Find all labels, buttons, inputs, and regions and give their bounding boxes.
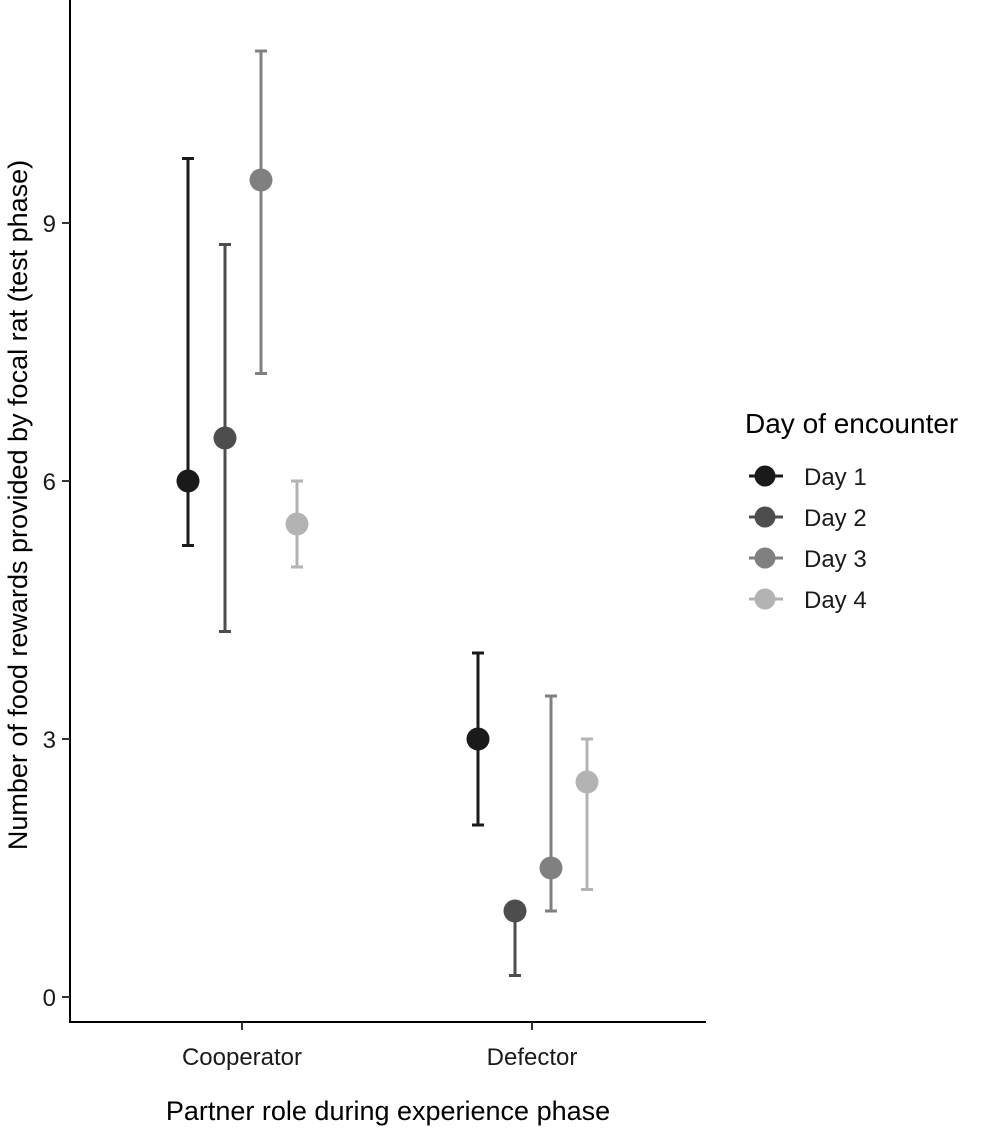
legend-key-point [754, 547, 776, 569]
data-point [285, 512, 309, 536]
y-tick-label: 6 [43, 469, 56, 496]
x-tick-label: Cooperator [182, 1044, 302, 1071]
legend-label: Day 4 [804, 587, 867, 614]
data-points [176, 168, 599, 923]
legend-key-point [754, 465, 776, 487]
legend-title: Day of encounter [745, 408, 958, 439]
legend-item: Day 1 [749, 464, 867, 491]
data-point [466, 727, 490, 751]
data-point [575, 770, 599, 794]
legend-label: Day 3 [804, 546, 867, 573]
x-ticks: Cooperator Defector [182, 1022, 577, 1071]
data-point [176, 469, 200, 493]
y-tick-label: 9 [43, 211, 56, 238]
data-point [503, 899, 527, 923]
legend-items: Day 1 Day 2 Day 3 Day 4 [749, 464, 867, 614]
y-ticks: 0 3 6 9 [43, 211, 70, 1012]
x-axis-title: Partner role during experience phase [166, 1096, 610, 1126]
error-bar [255, 49, 267, 375]
legend-key-point [754, 506, 776, 528]
y-tick-label: 3 [43, 727, 56, 754]
legend-label: Day 2 [804, 505, 867, 532]
y-tick-label: 0 [43, 985, 56, 1012]
legend: Day of encounter Day 1 Day 2 Day 3 Day 4 [745, 408, 958, 614]
x-tick-label: Defector [487, 1044, 578, 1071]
error-bar [581, 737, 593, 891]
data-point [539, 856, 563, 880]
legend-item: Day 2 [749, 505, 867, 532]
legend-item: Day 3 [749, 546, 867, 573]
y-axis-title: Number of food rewards provided by focal… [3, 160, 33, 850]
data-point [249, 168, 273, 192]
data-point [213, 426, 237, 450]
error-bars [182, 49, 593, 977]
axes [69, 0, 706, 1023]
legend-label: Day 1 [804, 464, 867, 491]
legend-item: Day 4 [749, 587, 867, 614]
legend-key-point [754, 588, 776, 610]
